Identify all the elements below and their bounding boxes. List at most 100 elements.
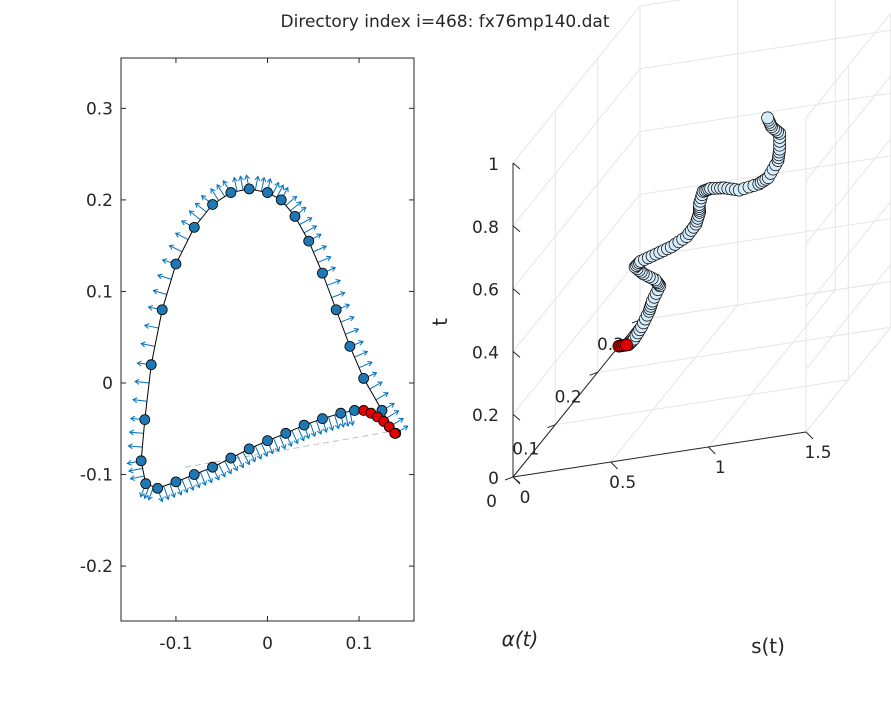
side-wall-grid-line bbox=[805, 200, 891, 307]
s-tick-label: 0.5 bbox=[609, 473, 636, 493]
back-wall-grid-line bbox=[639, 29, 891, 70]
right-y-axis-label: α(t) bbox=[502, 627, 539, 651]
normal-arrowhead bbox=[316, 233, 322, 239]
normal-arrow bbox=[242, 451, 250, 465]
normal-arrowhead bbox=[188, 210, 195, 216]
normal-arrow bbox=[285, 196, 297, 206]
normal-arrow bbox=[315, 420, 322, 435]
normal-arrow bbox=[260, 177, 265, 192]
outline-point-marker bbox=[344, 340, 356, 352]
normal-arrow bbox=[279, 435, 286, 449]
normal-arrow bbox=[144, 324, 159, 329]
normal-arrowhead bbox=[128, 429, 135, 436]
normal-arrow bbox=[187, 476, 194, 491]
left-ytick-label: 0 bbox=[102, 374, 113, 394]
normal-arrowhead bbox=[134, 378, 140, 385]
normal-arrowhead bbox=[358, 340, 364, 346]
normal-arrowhead bbox=[393, 410, 400, 416]
normal-arrow bbox=[141, 343, 155, 347]
left-normal-vectors bbox=[126, 174, 409, 503]
normal-arrowhead bbox=[189, 485, 195, 491]
normal-arrow bbox=[358, 361, 373, 369]
outline-point-marker bbox=[156, 304, 168, 316]
side-wall-grid-line bbox=[805, 74, 891, 182]
left-xtick-label: 0 bbox=[262, 634, 273, 654]
outline-point-marker bbox=[303, 235, 315, 247]
normal-arrowhead bbox=[398, 417, 404, 423]
normal-arrowhead bbox=[152, 288, 159, 295]
normal-arrowhead bbox=[260, 176, 267, 183]
normal-arrowhead bbox=[147, 495, 153, 501]
alpha-tick-label: 0.1 bbox=[512, 440, 539, 460]
normal-arrow bbox=[334, 414, 340, 429]
floor-grid-line bbox=[610, 304, 739, 463]
left-ytick-label: -0.1 bbox=[80, 466, 113, 486]
normal-arrowhead bbox=[349, 315, 355, 322]
floor-grid-line bbox=[597, 326, 891, 373]
normal-arrowhead bbox=[296, 201, 302, 207]
normal-arrow bbox=[181, 479, 188, 493]
left-wall-grid-line bbox=[512, 68, 641, 227]
normal-arrowhead bbox=[377, 381, 383, 387]
outline-point-marker bbox=[225, 187, 237, 198]
normal-arrow bbox=[290, 201, 302, 212]
outline-point-marker bbox=[140, 478, 152, 490]
right-x-axis-label: s(t) bbox=[751, 634, 785, 658]
normal-arrowhead bbox=[283, 186, 289, 193]
normal-arrowhead bbox=[383, 392, 389, 398]
outline-point-marker bbox=[262, 187, 273, 198]
normal-arrow bbox=[313, 245, 327, 253]
outline-point-marker bbox=[139, 414, 151, 426]
t-tick-label: 0.4 bbox=[472, 343, 499, 363]
normal-arrow bbox=[271, 182, 280, 196]
left-wall-grid-line bbox=[512, 256, 641, 415]
left-wall-grid-line bbox=[512, 194, 641, 352]
normal-arrowhead bbox=[210, 187, 216, 194]
normal-arrow bbox=[299, 217, 313, 226]
alpha-tick-mark bbox=[547, 424, 556, 429]
t-tick-mark bbox=[512, 225, 521, 233]
s-tick-mark bbox=[805, 431, 814, 440]
normal-arrow bbox=[260, 443, 268, 457]
normal-arrowhead bbox=[274, 181, 280, 188]
s-tick-mark bbox=[610, 461, 619, 470]
normal-arrowhead bbox=[299, 435, 305, 442]
t-tick-mark bbox=[512, 413, 521, 421]
normal-arrowhead bbox=[300, 206, 307, 213]
normal-arrowhead bbox=[238, 462, 245, 469]
normal-arrow bbox=[331, 292, 345, 299]
normal-arrowhead bbox=[129, 415, 136, 422]
outline-point-marker bbox=[275, 194, 287, 206]
normal-arrow bbox=[326, 279, 341, 286]
normal-arrowhead bbox=[266, 177, 273, 184]
normal-arrow bbox=[216, 184, 226, 197]
normal-arrowhead bbox=[353, 327, 360, 334]
normal-arrowhead bbox=[402, 425, 409, 431]
normal-arrow bbox=[369, 381, 383, 390]
normal-arrowhead bbox=[158, 496, 164, 503]
left-ytick-label: 0.3 bbox=[86, 99, 113, 119]
normal-arrowhead bbox=[310, 431, 317, 438]
normal-arrow bbox=[153, 289, 167, 295]
s-tick-mark bbox=[707, 446, 716, 455]
normal-arrowhead bbox=[362, 350, 369, 356]
normal-arrowhead bbox=[250, 456, 257, 463]
outline-point-marker bbox=[207, 461, 218, 473]
normal-arrowhead bbox=[330, 266, 337, 272]
normal-arrowhead bbox=[143, 323, 150, 329]
normal-arrow bbox=[205, 469, 213, 483]
normal-arrow bbox=[135, 380, 150, 384]
normal-arrowhead bbox=[220, 471, 226, 478]
left-tick-group: -0.1 0 0.1 -0.2 -0.1 0 0.1 0.2 0.3 bbox=[80, 58, 414, 654]
alpha-tick-mark bbox=[504, 476, 514, 481]
left-highlight-markers bbox=[358, 405, 401, 439]
normal-arrowhead bbox=[371, 371, 378, 378]
normal-arrow bbox=[157, 274, 172, 280]
normal-arrowhead bbox=[278, 184, 285, 190]
left-wall-grid-line bbox=[512, 5, 641, 164]
normal-arrow bbox=[236, 454, 244, 468]
normal-arrow bbox=[317, 256, 331, 263]
t-tick-mark bbox=[512, 162, 521, 170]
normal-arrow bbox=[309, 422, 316, 437]
normal-arrow bbox=[386, 410, 399, 419]
